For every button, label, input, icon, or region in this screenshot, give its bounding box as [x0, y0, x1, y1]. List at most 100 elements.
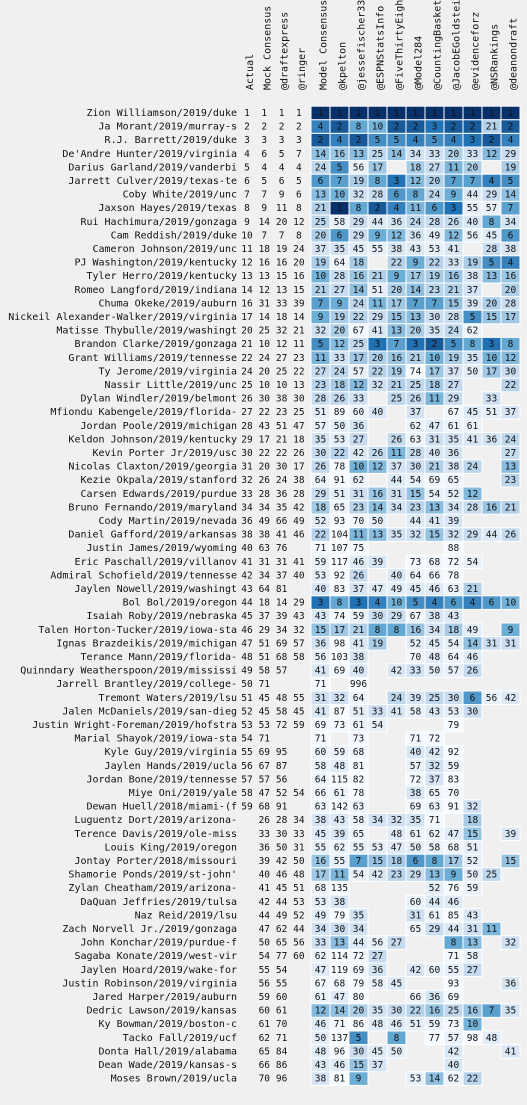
cell-value: 72 — [448, 557, 459, 568]
cell-value: 82 — [353, 774, 364, 785]
cell-value: 33 — [448, 258, 459, 269]
cell-value: 10 — [259, 380, 271, 391]
cell-value: 58 — [293, 652, 305, 663]
player-name: Kezie Okpala/2019/stanford — [80, 475, 237, 486]
cell-value: 74 — [334, 611, 346, 622]
cell-value: 91 — [448, 802, 460, 813]
heat-cell — [386, 976, 407, 991]
cell-value: 59 — [241, 802, 253, 813]
cell-value: 47 — [334, 992, 345, 1003]
cell-value: 68 — [276, 652, 288, 663]
cell-value: 14 — [391, 149, 403, 160]
cell-value: 2 — [244, 122, 250, 133]
cell-value: 4 — [394, 203, 400, 214]
cell-value: 10 — [334, 190, 346, 201]
cell-value: 17 — [293, 462, 304, 473]
player-name: Justin Robinson/2019/virginia — [62, 978, 237, 989]
cell-value: 17 — [448, 856, 459, 867]
player-name: Jared Harper/2019/auburn — [93, 992, 238, 1003]
cell-value: 20 — [353, 1006, 365, 1017]
cell-value: 33 — [410, 666, 421, 677]
cell-value: 40 — [353, 666, 365, 677]
cell-value: 2 — [318, 135, 324, 146]
cell-value: 19 — [353, 176, 365, 187]
cell-value: 46 — [293, 530, 305, 541]
cell-value: 51 — [259, 652, 271, 663]
cell-value: 2 — [451, 122, 457, 133]
player-name: Carsen Edwards/2019/purdue — [80, 489, 237, 500]
cell-value: 26 — [467, 666, 479, 677]
cell-value: 54 — [259, 951, 271, 962]
cell-value: 5 — [394, 135, 400, 146]
cell-value: 22 — [259, 407, 270, 418]
cell-value: 17 — [505, 312, 516, 323]
player-name: Dean Wade/2019/kansas-s — [99, 1060, 237, 1071]
cell-value: 17 — [259, 434, 270, 445]
cell-value: 28 — [334, 271, 346, 282]
cell-value: 55 — [241, 747, 252, 758]
cell-value: 44 — [259, 910, 271, 921]
cell-value: 18 — [448, 625, 460, 636]
cell-value: 55 — [315, 842, 326, 853]
cell-value: 13 — [505, 462, 516, 473]
cell-value: 5 — [413, 598, 419, 609]
cell-value: 98 — [334, 638, 346, 649]
cell-value: 40 — [293, 570, 305, 581]
cell-value: 45 — [391, 978, 402, 989]
cell-value: 50 — [410, 842, 422, 853]
cell-value: 7 — [489, 1006, 495, 1017]
cell-value: 65 — [259, 1046, 270, 1057]
cell-value: 28 — [448, 312, 460, 323]
column-header: @ringer — [297, 48, 308, 90]
cell-value: 47 — [315, 965, 326, 976]
cell-value: 58 — [410, 706, 422, 717]
cell-value: 1 — [413, 108, 419, 119]
cell-value: 13 — [486, 271, 497, 282]
cell-value: 34 — [372, 815, 384, 826]
cell-value: 78 — [353, 788, 365, 799]
player-name: Kevin Porter Jr/2019/usc — [93, 448, 238, 459]
cell-value: 48 — [372, 1019, 384, 1030]
cell-value: 22 — [293, 366, 304, 377]
cell-value: 20 — [372, 353, 384, 364]
cell-value: 48 — [276, 693, 288, 704]
cell-value: 36 — [315, 638, 327, 649]
cell-value: 33 — [486, 394, 497, 405]
cell-value: 21 — [429, 462, 441, 473]
cell-value: 70 — [259, 1074, 271, 1085]
cell-value: 36 — [276, 489, 288, 500]
cell-value: 58 — [334, 217, 346, 228]
cell-value: 8 — [356, 122, 362, 133]
cell-value: 39 — [334, 829, 346, 840]
cell-value: 10 — [391, 598, 403, 609]
cell-value: 37 — [448, 366, 459, 377]
cell-value: 28 — [241, 421, 253, 432]
cell-value: 15 — [467, 829, 478, 840]
player-name: Talen Horton-Tucker/2019/iowa-sta — [38, 625, 237, 636]
cell-value: 54 — [276, 965, 288, 976]
cell-value: 26 — [448, 217, 460, 228]
cell-value: 8 — [451, 938, 457, 949]
cell-value: 50 — [293, 856, 305, 867]
heat-cell — [481, 867, 502, 882]
cell-value: 29 — [486, 190, 498, 201]
cell-value: 1 — [261, 108, 267, 119]
cell-value: 31 — [391, 489, 403, 500]
cell-value: 64 — [353, 693, 365, 704]
cell-value: 36 — [429, 992, 441, 1003]
cell-value: 71 — [334, 1019, 346, 1030]
cell-value: 21 — [410, 353, 422, 364]
cell-value: 28 — [259, 489, 271, 500]
cell-value: 119 — [331, 965, 348, 976]
player-name: Zylan Cheatham/2019/arizona- — [68, 883, 237, 894]
cell-value: 83 — [448, 774, 459, 785]
cell-value: 6 — [261, 149, 267, 160]
player-name: Quinndary Weatherspoon/2019/mississi — [20, 666, 237, 677]
cell-value: 71 — [315, 734, 327, 745]
cell-value: 38 — [276, 394, 288, 405]
cell-value: 65 — [429, 788, 440, 799]
cell-value: 92 — [448, 747, 459, 758]
cell-value: 13 — [391, 326, 402, 337]
cell-value: 48 — [241, 652, 253, 663]
cell-value: 67 — [448, 407, 459, 418]
